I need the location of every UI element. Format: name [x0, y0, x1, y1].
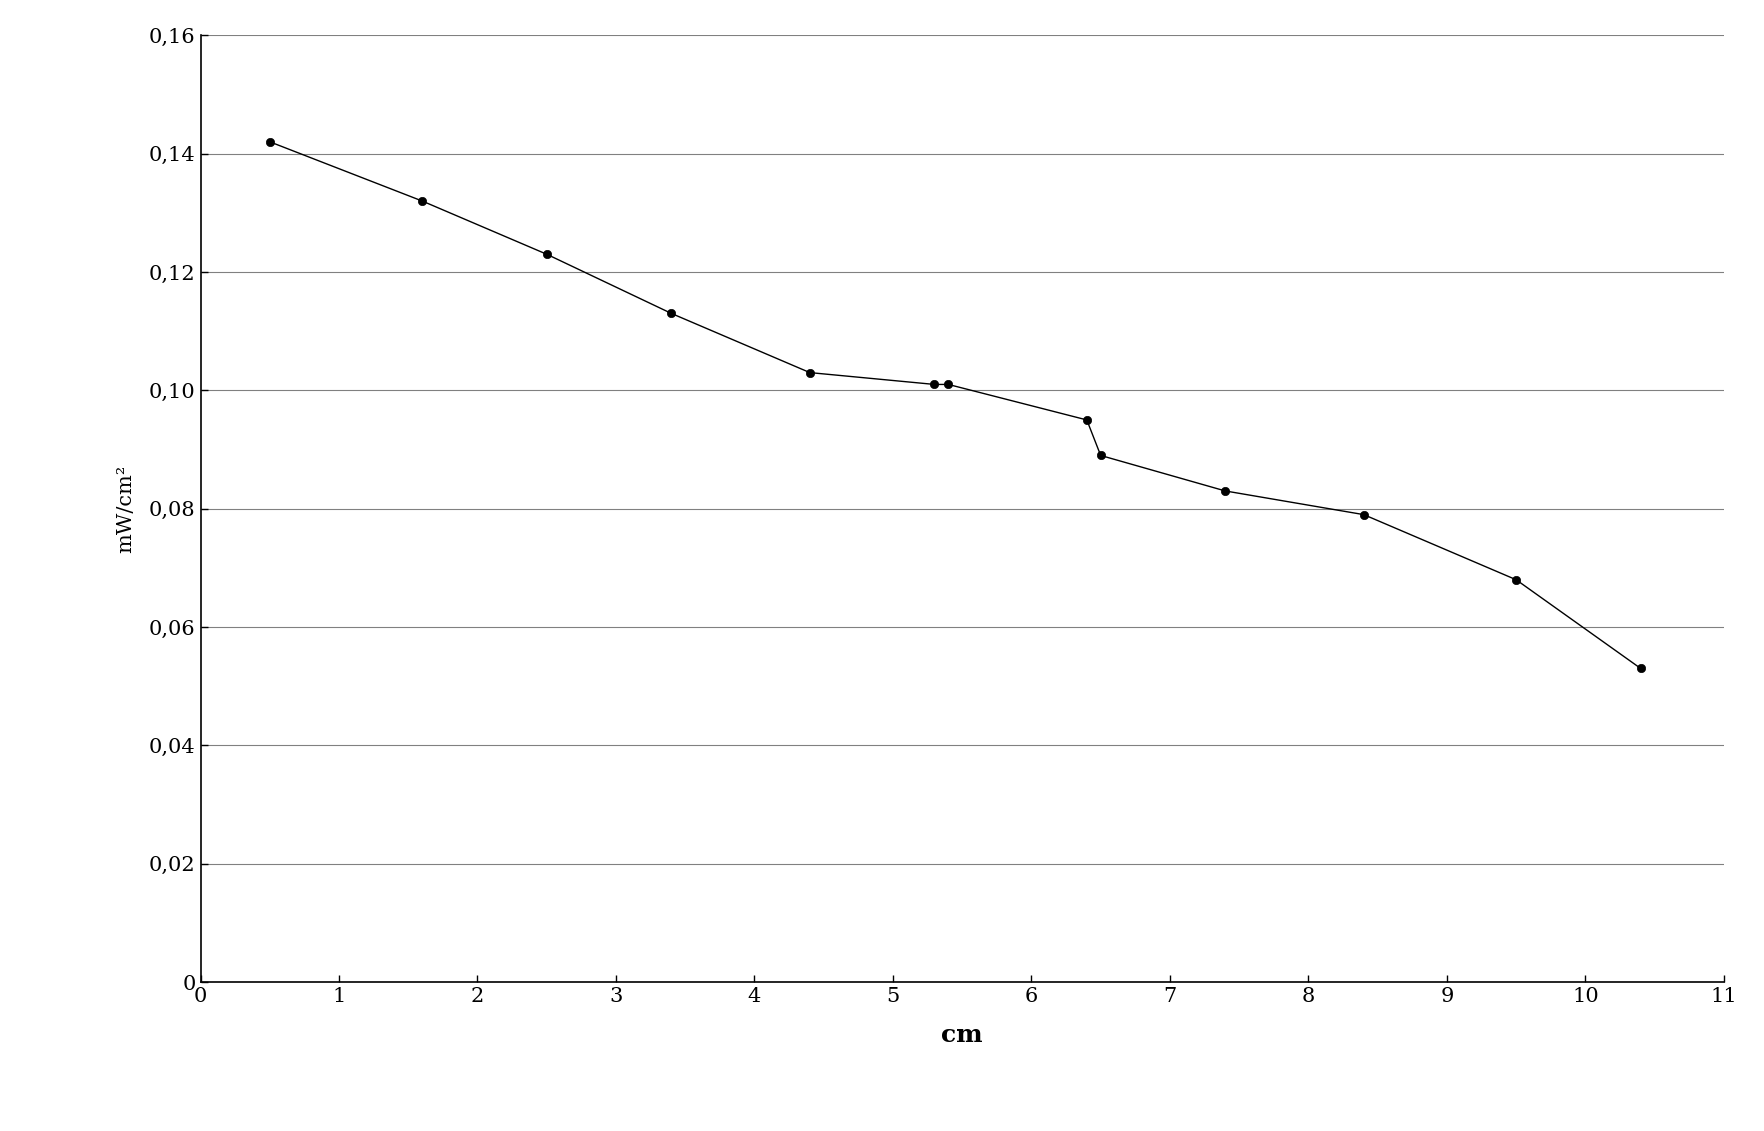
Y-axis label: mW/cm²: mW/cm²	[116, 465, 136, 553]
X-axis label: cm: cm	[940, 1022, 983, 1046]
